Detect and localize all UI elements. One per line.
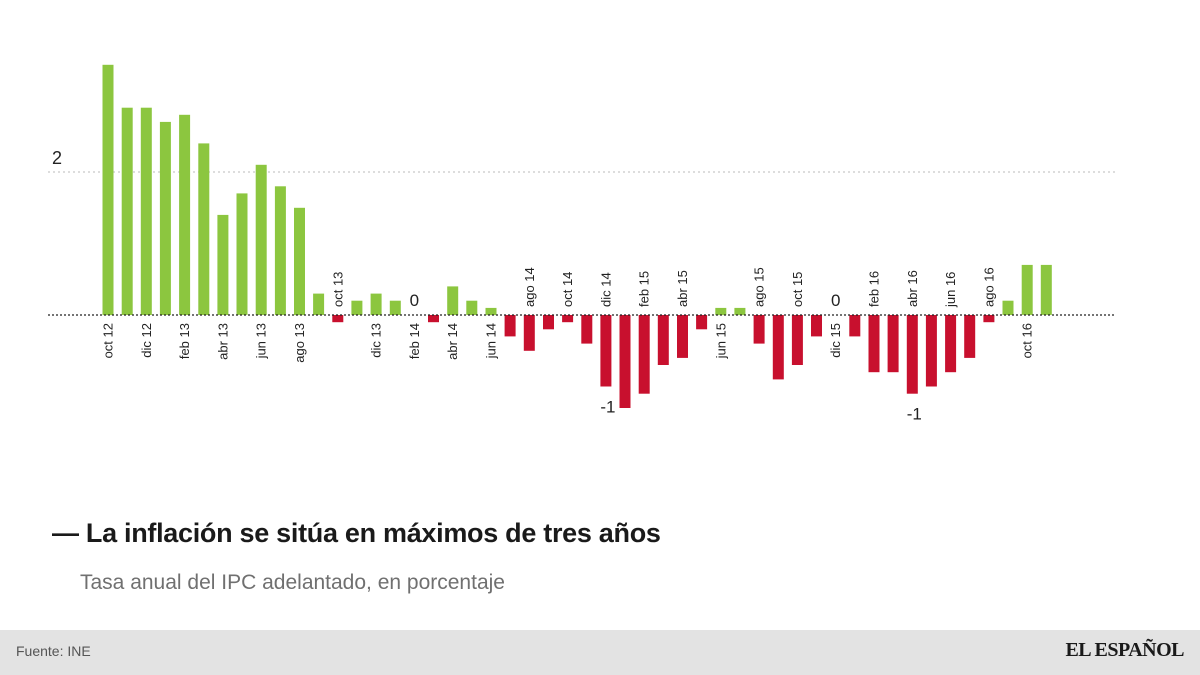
bar-mar-13 xyxy=(198,143,210,315)
x-tick-label: abr 16 xyxy=(905,270,920,307)
bar-sep-16 xyxy=(1002,300,1014,315)
source-text: Fuente: INE xyxy=(16,643,91,659)
zero-value-label: 0 xyxy=(831,291,840,310)
bar-oct-15 xyxy=(791,315,803,365)
bar-ago-16 xyxy=(983,315,995,323)
bar-ago-13 xyxy=(294,207,305,316)
x-tick-label: feb 14 xyxy=(407,323,422,359)
x-tick-label: ago 16 xyxy=(981,267,996,307)
bar-mar-14 xyxy=(428,315,439,323)
bar-nov-16 xyxy=(1040,264,1052,315)
bar-ene-14 xyxy=(389,300,401,315)
bar-may-15 xyxy=(696,315,708,330)
bar-oct-12 xyxy=(102,64,114,316)
x-tick-label: ago 14 xyxy=(522,267,537,307)
bars-group xyxy=(102,64,1052,408)
x-tick-label: abr 13 xyxy=(215,323,230,360)
bar-oct-14 xyxy=(562,315,574,323)
bar-ene-13 xyxy=(159,121,171,316)
bar-feb-15 xyxy=(638,315,650,394)
chart-title: — La inflación se sitúa en máximos de tr… xyxy=(52,518,661,548)
bar-jun-13 xyxy=(255,164,267,315)
x-tick-label: jun 15 xyxy=(713,323,728,359)
bar-nov-15 xyxy=(811,315,822,337)
footer-bar: Fuente: INE EL ESPAÑOL xyxy=(0,630,1200,675)
x-tick-label: ago 15 xyxy=(752,267,767,307)
bar-abr-15 xyxy=(677,315,688,358)
bar-feb-13 xyxy=(179,114,191,315)
y-axis-label-2: 2 xyxy=(52,148,62,168)
bar-abr-13 xyxy=(217,214,229,315)
bar-ago-14 xyxy=(523,315,535,351)
bar-dic-12 xyxy=(140,107,152,315)
x-tick-label: dic 12 xyxy=(139,323,154,358)
x-tick-label: jun 14 xyxy=(484,323,499,359)
bar-mar-15 xyxy=(657,315,669,365)
x-tick-label: jun 16 xyxy=(943,272,958,308)
bar-may-13 xyxy=(236,193,248,315)
x-tick-label: oct 12 xyxy=(101,323,116,358)
x-tick-label: feb 13 xyxy=(177,323,192,359)
bar-jun-16 xyxy=(945,315,957,373)
bar-jul-15 xyxy=(734,307,746,316)
inflation-bar-chart: oct 12 dic 12 feb 13 abr 13 jun 13 ago 13 oct … xyxy=(48,64,1115,424)
bar-sep-13 xyxy=(313,293,325,315)
x-tick-label: dic 15 xyxy=(828,323,843,358)
min-value-label: -1 xyxy=(600,398,615,417)
bar-jul-16 xyxy=(964,315,976,358)
bar-feb-16 xyxy=(868,315,880,373)
bar-sep-15 xyxy=(772,315,784,380)
bar-oct-13 xyxy=(332,315,344,323)
x-tick-label: ago 13 xyxy=(292,323,307,363)
x-tick-label: oct 15 xyxy=(790,272,805,307)
x-tick-label: oct 13 xyxy=(330,272,345,307)
min-value-label: -1 xyxy=(907,405,922,424)
bar-jun-14 xyxy=(485,307,497,316)
bar-nov-13 xyxy=(351,300,363,315)
x-tick-label: dic 13 xyxy=(369,323,384,358)
bar-sep-14 xyxy=(543,315,554,330)
bar-may-14 xyxy=(466,300,478,315)
bar-abr-14 xyxy=(447,286,459,315)
x-tick-label: abr 14 xyxy=(445,323,460,360)
bar-ene-16 xyxy=(849,315,861,337)
bar-jun-15 xyxy=(715,307,727,316)
x-tick-label: oct 14 xyxy=(560,272,575,307)
x-tick-label: feb 15 xyxy=(637,271,652,307)
brand-logo: EL ESPAÑOL xyxy=(1065,639,1184,661)
bar-abr-16 xyxy=(906,315,918,394)
bar-oct-16 xyxy=(1021,264,1033,315)
bar-may-16 xyxy=(925,315,937,387)
bar-dic-13 xyxy=(370,293,382,315)
x-tick-label: feb 16 xyxy=(867,271,882,307)
x-tick-label: dic 14 xyxy=(598,272,613,307)
zero-value-label: 0 xyxy=(410,291,419,310)
chart-subtitle: Tasa anual del IPC adelantado, en porcen… xyxy=(80,571,505,594)
x-tick-label: abr 15 xyxy=(675,270,690,307)
bar-nov-14 xyxy=(581,315,593,344)
bar-jul-13 xyxy=(274,186,286,315)
labels-group: oct 12 dic 12 feb 13 abr 13 jun 13 ago 13 oct … xyxy=(52,148,1035,424)
bar-jul-14 xyxy=(504,315,516,337)
bar-dic-14 xyxy=(600,315,612,387)
bar-mar-16 xyxy=(887,315,899,373)
bar-nov-12 xyxy=(121,107,133,315)
bar-ago-15 xyxy=(753,315,765,344)
x-tick-label: oct 16 xyxy=(1020,323,1035,358)
x-tick-label: jun 13 xyxy=(254,323,269,359)
bar-ene-15 xyxy=(619,315,631,408)
